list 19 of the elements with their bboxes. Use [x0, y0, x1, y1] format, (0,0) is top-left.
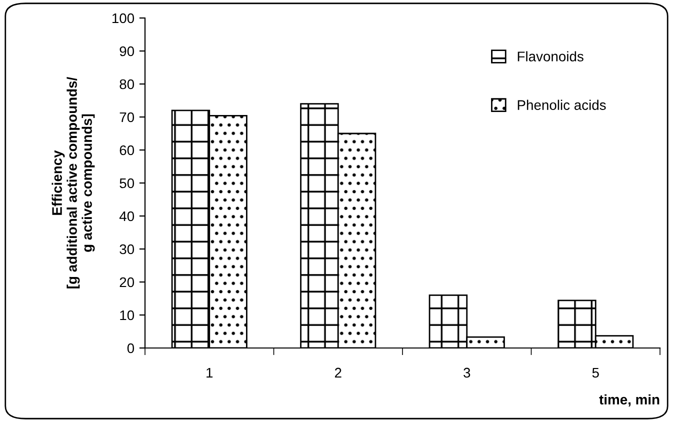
y-tick-label: 10: [120, 310, 134, 320]
x-tick-label: 2: [334, 368, 342, 378]
y-tick-label: 80: [120, 79, 134, 90]
y-tick-label: 0: [127, 343, 134, 354]
y-tick-label: 70: [120, 112, 134, 122]
y-tick-label: 100: [112, 13, 134, 24]
x-tick-label: 3: [464, 368, 470, 378]
y-tick-label: 40: [119, 211, 134, 222]
y-axis-title: Efficiency [g additional active compounds/ g active compounds]: [52, 77, 95, 288]
y-tick-label: 50: [120, 178, 134, 188]
y-tick-label: 60: [120, 145, 134, 156]
y-tick-label: 20: [120, 277, 134, 288]
legend-label: Flavonoids: [518, 51, 584, 62]
legend-label: Phenolic acids: [518, 100, 606, 110]
y-tick-label: 90: [120, 46, 134, 56]
y-tick-label: 30: [120, 244, 134, 254]
x-tick-label: 1: [206, 368, 213, 378]
x-tick-label: 5: [592, 368, 599, 378]
x-axis-title: time, min: [599, 394, 660, 407]
